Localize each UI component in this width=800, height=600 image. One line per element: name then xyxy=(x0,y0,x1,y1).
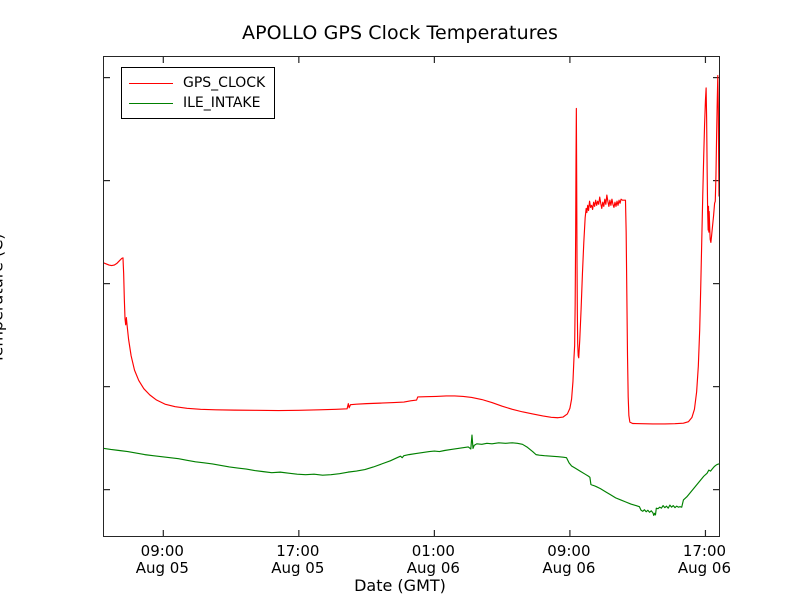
x-tick-time: 17:00 xyxy=(682,542,727,560)
x-tick-time: 09:00 xyxy=(140,542,184,560)
x-tick-date: Aug 05 xyxy=(135,558,189,577)
x-tick-label: 01:00 Aug 06 xyxy=(407,543,460,577)
series-line-gps-clock xyxy=(104,74,719,425)
x-tick-date: Aug 06 xyxy=(677,558,732,577)
legend-entry-gps-clock: GPS_CLOCK xyxy=(129,73,265,93)
x-tick-time: 01:00 xyxy=(411,542,455,560)
plot-area: GPS_CLOCK ILE_INTAKE xyxy=(103,56,720,537)
axis-tick-marks xyxy=(104,57,719,536)
plot-canvas xyxy=(104,57,719,536)
x-tick-date: Aug 06 xyxy=(542,558,596,577)
x-tick-date: Aug 05 xyxy=(271,558,325,577)
x-tick-label: 17:00 Aug 05 xyxy=(271,543,324,577)
x-tick-time: 09:00 xyxy=(547,542,591,560)
legend-entry-ile-intake: ILE_INTAKE xyxy=(129,93,265,113)
y-axis-label: Temperature (C) xyxy=(0,233,7,364)
legend-label-gps-clock: GPS_CLOCK xyxy=(183,75,266,91)
x-tick-label: 17:00 Aug 06 xyxy=(678,543,731,577)
x-tick-label: 09:00 Aug 06 xyxy=(542,543,595,577)
chart-legend: GPS_CLOCK ILE_INTAKE xyxy=(121,67,276,119)
x-tick-time: 17:00 xyxy=(276,542,320,560)
legend-swatch-gps-clock xyxy=(129,82,173,84)
x-tick-date: Aug 06 xyxy=(406,558,460,577)
chart-title: APOLLO GPS Clock Temperatures xyxy=(242,22,558,44)
x-tick-label: 09:00 Aug 05 xyxy=(136,543,189,577)
legend-swatch-ile-intake xyxy=(129,102,173,104)
legend-label-ile-intake: ILE_INTAKE xyxy=(183,95,261,111)
series-line-ile-intake xyxy=(104,434,719,516)
x-axis-label: Date (GMT) xyxy=(354,576,446,595)
